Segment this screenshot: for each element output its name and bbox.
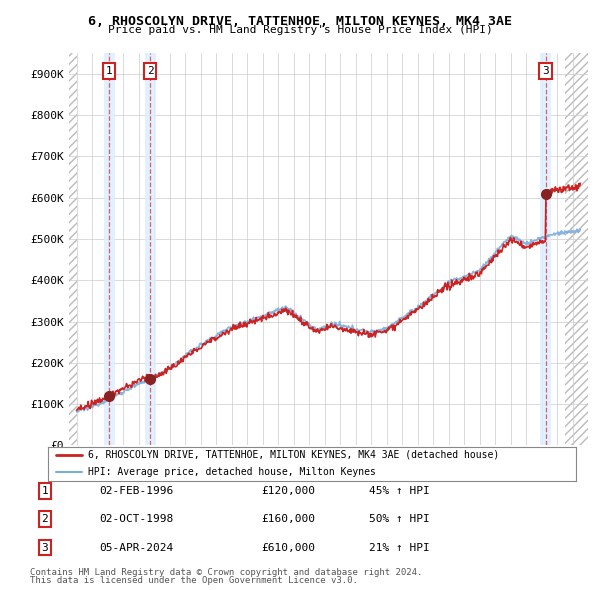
Text: 2: 2 — [147, 65, 154, 76]
Text: 2: 2 — [41, 514, 49, 524]
Text: HPI: Average price, detached house, Milton Keynes: HPI: Average price, detached house, Milt… — [88, 467, 376, 477]
Text: 21% ↑ HPI: 21% ↑ HPI — [369, 543, 430, 552]
Text: 1: 1 — [41, 486, 49, 496]
Text: Contains HM Land Registry data © Crown copyright and database right 2024.: Contains HM Land Registry data © Crown c… — [30, 568, 422, 577]
Text: Price paid vs. HM Land Registry's House Price Index (HPI): Price paid vs. HM Land Registry's House … — [107, 25, 493, 35]
Text: £160,000: £160,000 — [261, 514, 315, 524]
Bar — [565, 53, 588, 445]
Text: 3: 3 — [41, 543, 49, 552]
Text: 05-APR-2024: 05-APR-2024 — [99, 543, 173, 552]
Text: 50% ↑ HPI: 50% ↑ HPI — [369, 514, 430, 524]
Text: 1: 1 — [106, 65, 113, 76]
Text: £120,000: £120,000 — [261, 486, 315, 496]
Bar — [69, 53, 77, 445]
Text: 3: 3 — [542, 65, 549, 76]
Text: 02-OCT-1998: 02-OCT-1998 — [99, 514, 173, 524]
Bar — [104, 53, 115, 445]
Text: 6, RHOSCOLYN DRIVE, TATTENHOE, MILTON KEYNES, MK4 3AE (detached house): 6, RHOSCOLYN DRIVE, TATTENHOE, MILTON KE… — [88, 450, 499, 460]
Text: 02-FEB-1996: 02-FEB-1996 — [99, 486, 173, 496]
Text: This data is licensed under the Open Government Licence v3.0.: This data is licensed under the Open Gov… — [30, 576, 358, 585]
Text: 6, RHOSCOLYN DRIVE, TATTENHOE, MILTON KEYNES, MK4 3AE: 6, RHOSCOLYN DRIVE, TATTENHOE, MILTON KE… — [88, 15, 512, 28]
Bar — [145, 53, 156, 445]
Text: £610,000: £610,000 — [261, 543, 315, 552]
Bar — [540, 53, 551, 445]
Text: 45% ↑ HPI: 45% ↑ HPI — [369, 486, 430, 496]
